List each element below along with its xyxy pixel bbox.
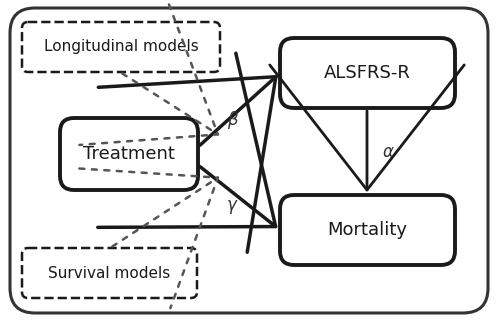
Text: Treatment: Treatment	[83, 145, 175, 163]
Text: Survival models: Survival models	[48, 266, 170, 280]
Text: α: α	[382, 143, 394, 161]
FancyBboxPatch shape	[22, 22, 220, 72]
Text: γ: γ	[227, 196, 237, 214]
FancyBboxPatch shape	[280, 195, 455, 265]
FancyBboxPatch shape	[60, 118, 198, 190]
FancyBboxPatch shape	[22, 248, 197, 298]
Text: β: β	[226, 111, 237, 129]
FancyBboxPatch shape	[280, 38, 455, 108]
Text: Longitudinal models: Longitudinal models	[44, 40, 199, 55]
Text: Mortality: Mortality	[328, 221, 407, 239]
Text: ALSFRS-R: ALSFRS-R	[324, 64, 411, 82]
